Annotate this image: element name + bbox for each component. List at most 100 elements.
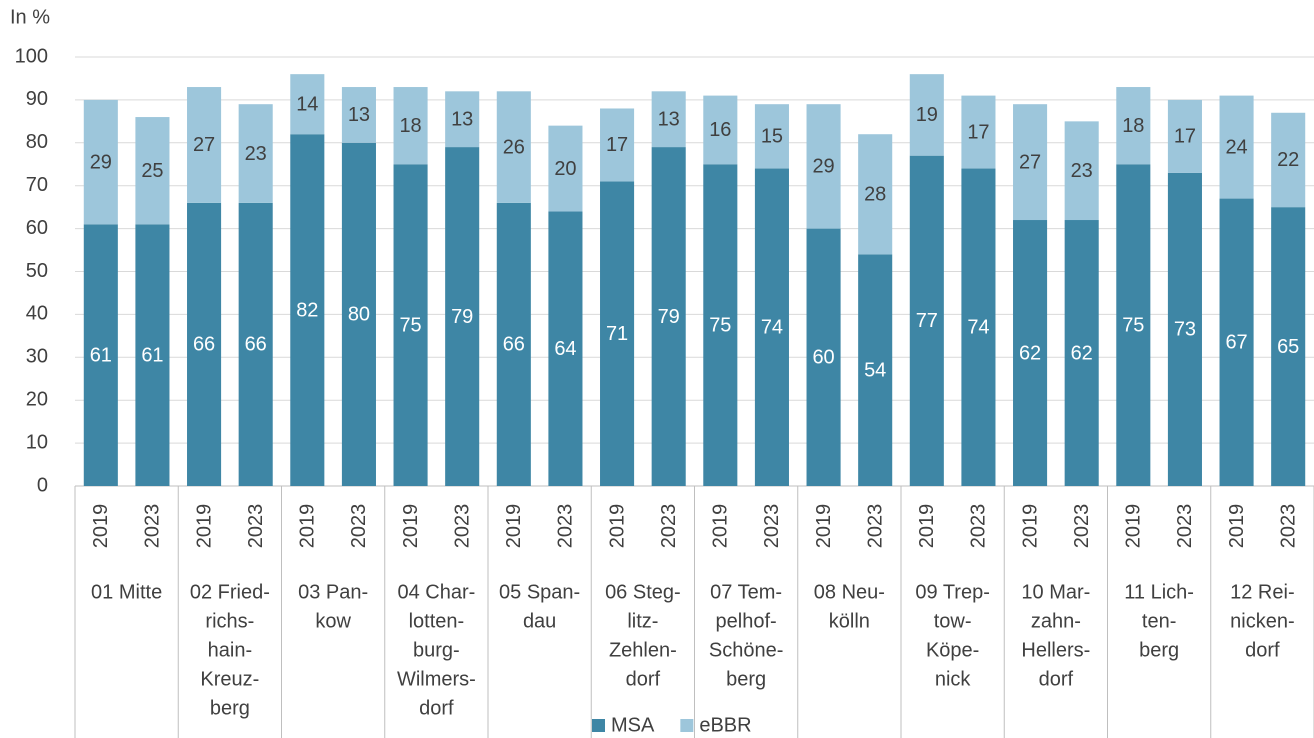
group-label: ten- xyxy=(1142,610,1176,632)
value-label: 61 xyxy=(90,344,112,366)
x-tick-label: 2019 xyxy=(193,504,215,549)
value-label: 65 xyxy=(1277,336,1299,358)
value-label: 74 xyxy=(967,317,989,339)
group-label: nick xyxy=(935,668,972,690)
bar-segment xyxy=(909,74,944,156)
bar-segment xyxy=(1064,121,1099,221)
bar-segment xyxy=(445,147,480,486)
bar-segment xyxy=(496,202,531,487)
bar-segment xyxy=(961,95,996,169)
x-tick-label: 2023 xyxy=(1277,504,1299,549)
group-label: 02 Fried- xyxy=(190,581,270,603)
bar-segment xyxy=(703,164,738,486)
group-label: Schöne- xyxy=(709,639,784,661)
x-tick-label: 2023 xyxy=(658,504,680,549)
y-tick-label: 40 xyxy=(26,303,48,325)
y-tick-label: 80 xyxy=(26,131,48,153)
group-label: burg- xyxy=(413,639,460,661)
value-label: 80 xyxy=(348,304,370,326)
value-label: 66 xyxy=(193,334,215,356)
value-label: 20 xyxy=(554,158,576,180)
group-label: berg xyxy=(210,697,250,719)
x-tick-label: 2023 xyxy=(864,504,886,549)
bar-segment xyxy=(393,164,428,486)
x-tick-label: 2019 xyxy=(710,504,732,549)
bar-segment xyxy=(548,125,583,212)
bar-segment xyxy=(83,99,118,225)
bar-segment xyxy=(806,104,841,229)
group-label: berg xyxy=(726,668,766,690)
bar-segment xyxy=(1116,87,1151,165)
value-label: 24 xyxy=(1225,136,1247,158)
y-tick-label: 0 xyxy=(37,474,48,496)
x-tick-label: 2023 xyxy=(451,504,473,549)
bar-segment xyxy=(548,211,583,486)
group-label: tow- xyxy=(934,610,972,632)
bar-segment xyxy=(961,168,996,487)
group-label: nicken- xyxy=(1230,610,1294,632)
group-label: Hellers- xyxy=(1021,639,1090,661)
x-tick-label: 2023 xyxy=(761,504,783,549)
group-label: litz- xyxy=(627,610,658,632)
value-label: 28 xyxy=(864,184,886,206)
value-label: 82 xyxy=(296,299,318,321)
bar-segment xyxy=(238,104,273,203)
x-tick-label: 2023 xyxy=(1071,504,1093,549)
x-tick-label: 2023 xyxy=(555,504,577,549)
group-label: dorf xyxy=(1245,639,1280,661)
y-tick-label: 20 xyxy=(26,388,48,410)
y-tick-label: 70 xyxy=(26,174,48,196)
group-label: zahn- xyxy=(1031,610,1081,632)
y-tick-label: 50 xyxy=(26,260,48,282)
value-label: 75 xyxy=(709,314,731,336)
value-label: 23 xyxy=(1071,160,1093,182)
group-label: 05 Span- xyxy=(499,581,580,603)
value-label: 23 xyxy=(245,143,267,165)
bar-segment xyxy=(1013,104,1048,221)
x-tick-label: 2019 xyxy=(916,504,938,549)
x-tick-label: 2023 xyxy=(348,504,370,549)
value-label: 13 xyxy=(348,104,370,126)
group-label: Zehlen- xyxy=(609,639,677,661)
bar-segment xyxy=(1219,198,1254,486)
y-tick-label: 30 xyxy=(26,346,48,368)
value-label: 62 xyxy=(1071,342,1093,364)
group-label: 11 Lich- xyxy=(1124,581,1194,603)
bar-segment xyxy=(1271,112,1306,208)
value-label: 18 xyxy=(399,115,421,137)
x-tick-label: 2019 xyxy=(813,504,835,549)
value-label: 66 xyxy=(245,334,267,356)
value-label: 73 xyxy=(1174,319,1196,341)
value-label: 79 xyxy=(658,306,680,328)
bar-segment xyxy=(135,117,170,225)
value-label: 64 xyxy=(554,338,576,360)
y-axis-label: In % xyxy=(10,6,50,28)
value-label: 17 xyxy=(1174,126,1196,148)
value-label: 18 xyxy=(1122,115,1144,137)
group-label: 07 Tem- xyxy=(710,581,782,603)
group-label: Kreuz- xyxy=(200,668,259,690)
bar-segment xyxy=(187,87,222,203)
value-label: 61 xyxy=(141,344,163,366)
x-tick-label: 2019 xyxy=(1226,504,1248,549)
bar-segment xyxy=(496,91,531,203)
group-label: 04 Char- xyxy=(397,581,475,603)
bar-segment xyxy=(754,104,789,169)
bar-segment xyxy=(1064,220,1099,486)
bar-segment xyxy=(1219,95,1254,199)
bar-segment xyxy=(858,134,893,255)
x-tick-label: 2023 xyxy=(968,504,990,549)
y-tick-label: 10 xyxy=(26,431,48,453)
bar-segment xyxy=(909,155,944,487)
value-label: 66 xyxy=(503,334,525,356)
group-label: berg xyxy=(1139,639,1179,661)
bar-segment xyxy=(135,224,170,486)
x-tick-label: 2019 xyxy=(1019,504,1041,549)
bar-segment xyxy=(651,147,686,486)
group-label: 10 Mar- xyxy=(1021,581,1090,603)
group-label: dorf xyxy=(1039,668,1074,690)
bar-segment xyxy=(238,202,273,487)
value-label: 77 xyxy=(916,310,938,332)
x-tick-label: 2019 xyxy=(90,504,112,549)
